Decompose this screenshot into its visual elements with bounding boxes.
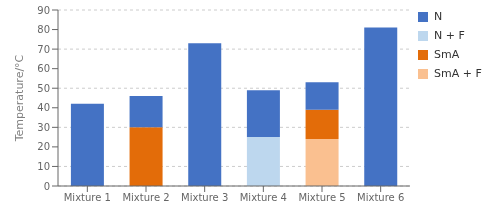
svg-text:60: 60 <box>37 63 50 74</box>
svg-text:Temperature/°C: Temperature/°C <box>13 54 26 142</box>
svg-text:0: 0 <box>44 181 50 192</box>
html-text:N: N <box>434 10 443 23</box>
svg-text:Mixture 5: Mixture 5 <box>298 192 345 203</box>
svg-text:70: 70 <box>37 44 50 55</box>
html-text:SmA + F: SmA + F <box>434 67 482 80</box>
svg-text:Mixture 4: Mixture 4 <box>240 192 287 203</box>
svg-text:Mixture 3: Mixture 3 <box>181 192 228 203</box>
svg-text:Mixture 6: Mixture 6 <box>357 192 404 203</box>
svg-text:30: 30 <box>37 122 50 133</box>
svg-text:Mixture 1: Mixture 1 <box>64 192 111 203</box>
svg-text:10: 10 <box>37 161 50 172</box>
html-text:SmA: SmA <box>434 48 460 61</box>
html-text:N + F: N + F <box>434 29 465 42</box>
svg-text:90: 90 <box>37 5 50 16</box>
svg-text:Mixture 2: Mixture 2 <box>122 192 169 203</box>
svg-text:20: 20 <box>37 141 50 152</box>
svg-text:50: 50 <box>37 83 50 94</box>
svg-text:40: 40 <box>37 102 50 113</box>
svg-text:80: 80 <box>37 24 50 35</box>
